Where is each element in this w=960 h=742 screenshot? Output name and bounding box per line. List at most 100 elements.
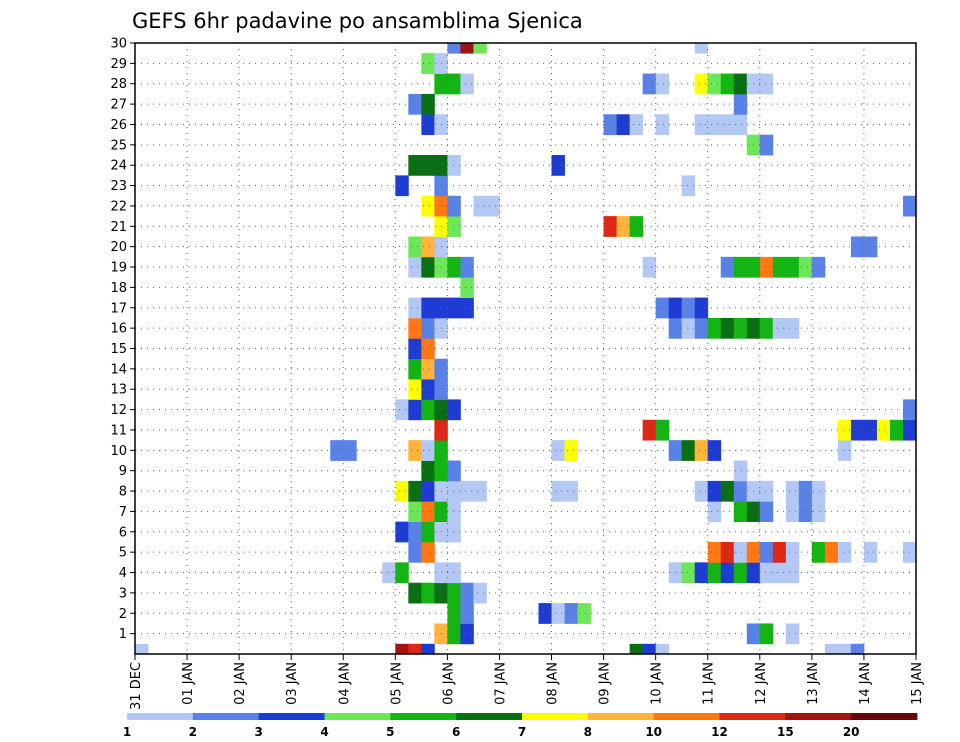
cell-member-19-142 (642, 256, 657, 278)
cell-member-8-73 (707, 480, 722, 502)
colorbar-label-10: 10 (645, 725, 662, 739)
cell-member-28-188 (720, 73, 735, 95)
cell-member-28-186 (694, 73, 709, 95)
cell-member-4-33 (707, 562, 722, 584)
cell-member-6-53 (408, 521, 422, 543)
cell-member-25-170 (759, 134, 774, 156)
y-tick-label-27: 27 (110, 98, 127, 113)
cell-member-8-79 (811, 480, 826, 502)
cell-member-7-60 (707, 501, 722, 523)
cell-member-7-63 (759, 501, 774, 523)
y-tick-label-2: 2 (119, 607, 127, 622)
cell-member-5-47 (811, 541, 826, 563)
cell-member-24-167 (447, 155, 461, 176)
x-tick-label-4: 04 JAN (337, 662, 352, 705)
cell-member-0-8 (850, 643, 865, 655)
cell-member-6-52 (395, 521, 409, 543)
cell-member-0-6 (655, 643, 670, 655)
cell-member-16-128 (772, 317, 800, 339)
x-tick-label-13: 13 JAN (806, 662, 821, 705)
cell-member-1-14 (785, 623, 800, 645)
cell-member-10-86 (421, 440, 435, 461)
cell-member-5-46 (785, 541, 800, 563)
colorbar-swatch-1 (127, 713, 194, 720)
cell-member-5-50 (863, 541, 878, 563)
y-tick-label-17: 17 (110, 301, 127, 316)
cell-member-13-109 (408, 379, 422, 400)
cell-member-26-173 (603, 114, 618, 136)
cell-member-15-116 (421, 338, 435, 360)
cell-member-19-148 (811, 256, 826, 278)
cell-member-20-149 (408, 236, 422, 258)
cell-member-9-80 (421, 460, 435, 482)
cell-member-0-7 (824, 643, 852, 655)
cell-member-0-5 (642, 643, 657, 655)
x-tick-label-8: 08 JAN (546, 662, 561, 705)
cell-member-4-28 (395, 562, 409, 584)
cell-member-0-3 (421, 643, 435, 655)
cell-member-17-134 (681, 297, 696, 319)
cell-member-6-54 (421, 521, 435, 543)
colorbar-label-2: 2 (189, 725, 197, 739)
cell-member-4-35 (733, 562, 748, 584)
cell-member-5-49 (837, 541, 852, 563)
y-tick-label-3: 3 (119, 586, 127, 601)
y-tick-label-8: 8 (119, 485, 127, 500)
colorbar-swatch-4 (324, 713, 391, 720)
cell-member-2-18 (551, 603, 565, 624)
cell-member-7-59 (447, 501, 461, 523)
cell-member-26-171 (421, 114, 435, 136)
y-tick-label-9: 9 (119, 464, 127, 479)
colorbar-swatch-12 (851, 713, 918, 720)
cell-member-2-19 (564, 603, 578, 624)
cell-member-13-110 (421, 379, 435, 400)
cell-member-28-189 (733, 73, 748, 95)
x-tick-label-2: 02 JAN (233, 662, 248, 705)
cell-member-10-85 (408, 440, 422, 461)
x-tick-label-11: 11 JAN (702, 662, 717, 705)
y-tick-label-14: 14 (110, 362, 127, 377)
colorbar-label-3: 3 (254, 725, 262, 739)
y-tick-label-20: 20 (110, 240, 127, 255)
y-tick-label-25: 25 (110, 138, 127, 153)
cell-member-16-117 (408, 317, 422, 339)
chart-title: GEFS 6hr padavine po ansamblima Sjenica (132, 9, 583, 33)
cell-member-26-175 (629, 114, 644, 136)
colorbar-label-15: 15 (777, 725, 794, 739)
cell-member-11-98 (837, 419, 852, 441)
cell-member-19-138 (421, 256, 435, 278)
cell-member-7-64 (785, 501, 800, 523)
y-tick-label-11: 11 (110, 423, 127, 438)
cell-member-19-143 (720, 256, 735, 278)
cell-member-19-145 (759, 256, 774, 278)
y-tick-label-15: 15 (110, 342, 127, 357)
colorbar: 1 2 3 4 5 6 7 8 10 12 15 20 (123, 713, 918, 739)
cell-member-4-31 (681, 562, 696, 584)
x-tick-label-0: 31 DEC (129, 662, 144, 710)
colorbar-swatch-3 (258, 713, 325, 720)
cell-member-28-187 (707, 73, 722, 95)
y-tick-label-18: 18 (110, 281, 127, 296)
cell-member-10-91 (681, 440, 696, 461)
cell-member-19-137 (408, 256, 422, 278)
cell-member-28-184 (642, 73, 657, 95)
colorbar-label-7: 7 (518, 725, 526, 739)
cell-member-7-61 (733, 501, 748, 523)
cell-member-4-27 (382, 562, 396, 584)
colorbar-swatch-5 (390, 713, 457, 720)
x-tick-label-1: 01 JAN (181, 662, 196, 705)
cell-member-2-16 (460, 603, 474, 624)
cell-member-21-155 (603, 216, 618, 237)
cell-member-8-72 (694, 480, 709, 502)
colorbar-label-1: 1 (123, 725, 131, 739)
cell-member-16-123 (707, 317, 722, 339)
cell-member-8-68 (408, 480, 422, 502)
y-tick-label-21: 21 (110, 220, 127, 235)
cell-member-7-66 (811, 501, 826, 523)
cell-member-10-89 (564, 440, 578, 461)
cell-member-8-74 (720, 480, 735, 502)
cell-member-11-96 (642, 419, 657, 441)
cell-member-30-196 (694, 43, 709, 54)
cell-member-5-45 (772, 541, 787, 563)
y-tick-label-22: 22 (110, 199, 127, 214)
